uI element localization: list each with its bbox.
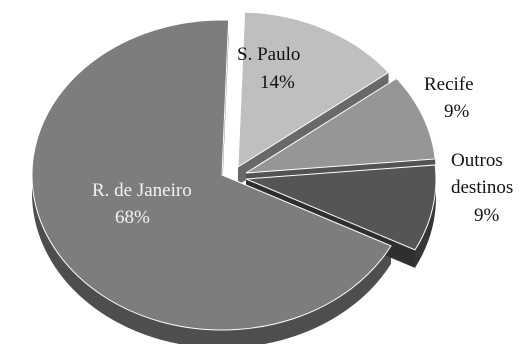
slice-label-name-destinos: destinos (451, 177, 513, 198)
slice-label-value-s-paulo: 14% (260, 72, 295, 93)
slice-s-paulo (237, 11, 390, 168)
slice-label-recife: Recife 9% (424, 74, 474, 122)
slice-recife (245, 77, 436, 174)
slice-label-value-recife: 9% (444, 101, 470, 122)
slice-label-value-r-de-janeiro: 68% (115, 207, 150, 228)
slice-label-name-r-de-janeiro: R. de Janeiro (92, 180, 192, 201)
slice-label-outros-destinos: Outros destinos 9% (451, 150, 513, 226)
slice-label-name-s-paulo: S. Paulo (237, 44, 300, 65)
slice-label-r-de-janeiro: R. de Janeiro 68% (92, 180, 192, 228)
slice-tops-layer (31, 11, 437, 331)
slice-label-s-paulo: S. Paulo 14% (237, 44, 300, 93)
slice-r-de-janeiro (31, 19, 392, 331)
slice-label-name-outros: Outros (451, 150, 503, 171)
slice-label-value-outros-destinos: 9% (474, 205, 500, 226)
slice-side-outros-destinos (414, 179, 437, 268)
slice-outros-destinos (245, 164, 437, 251)
slice-label-name-recife: Recife (424, 74, 474, 95)
